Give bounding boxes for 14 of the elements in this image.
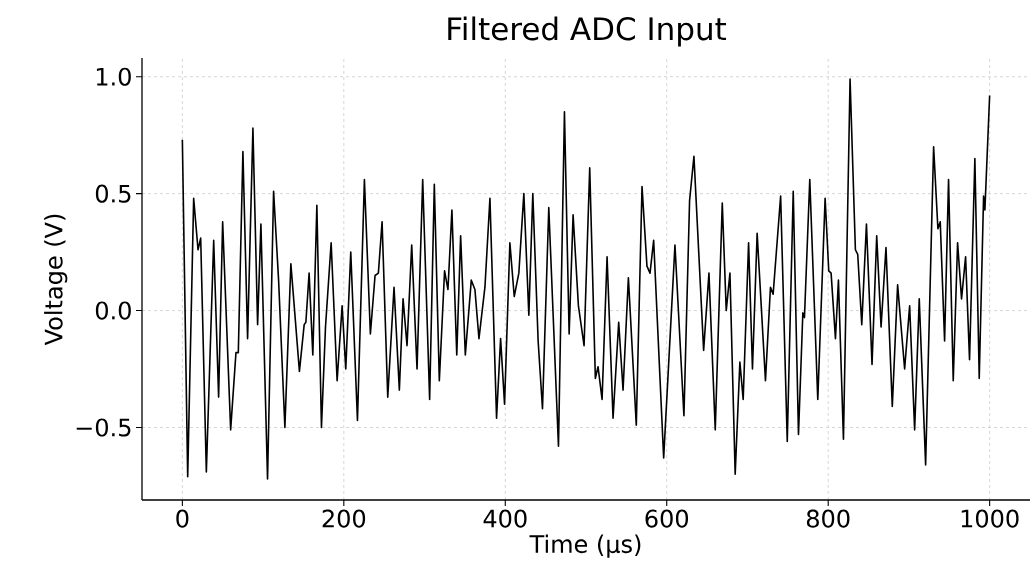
x-tick-label: 200 (322, 509, 366, 528)
y-tick-label: 1.0 (96, 67, 131, 86)
chart-title: Filtered ADC Input (448, 16, 727, 47)
y-tick-label: −0.5 (76, 418, 131, 437)
y-tick-label: 0.5 (95, 184, 131, 203)
line-series (181, 78, 991, 480)
y-axis-title: Voltage (V) (44, 214, 68, 346)
x-tick-label: 600 (645, 509, 689, 528)
x-tick-label: 1000 (961, 509, 1019, 528)
y-tick-label: 0.0 (95, 301, 131, 320)
x-axis-title: Time (µs) (529, 534, 641, 558)
x-tick-label: 400 (483, 509, 527, 528)
x-tick-label: 800 (806, 509, 850, 528)
x-tick-label: 0 (176, 509, 189, 528)
